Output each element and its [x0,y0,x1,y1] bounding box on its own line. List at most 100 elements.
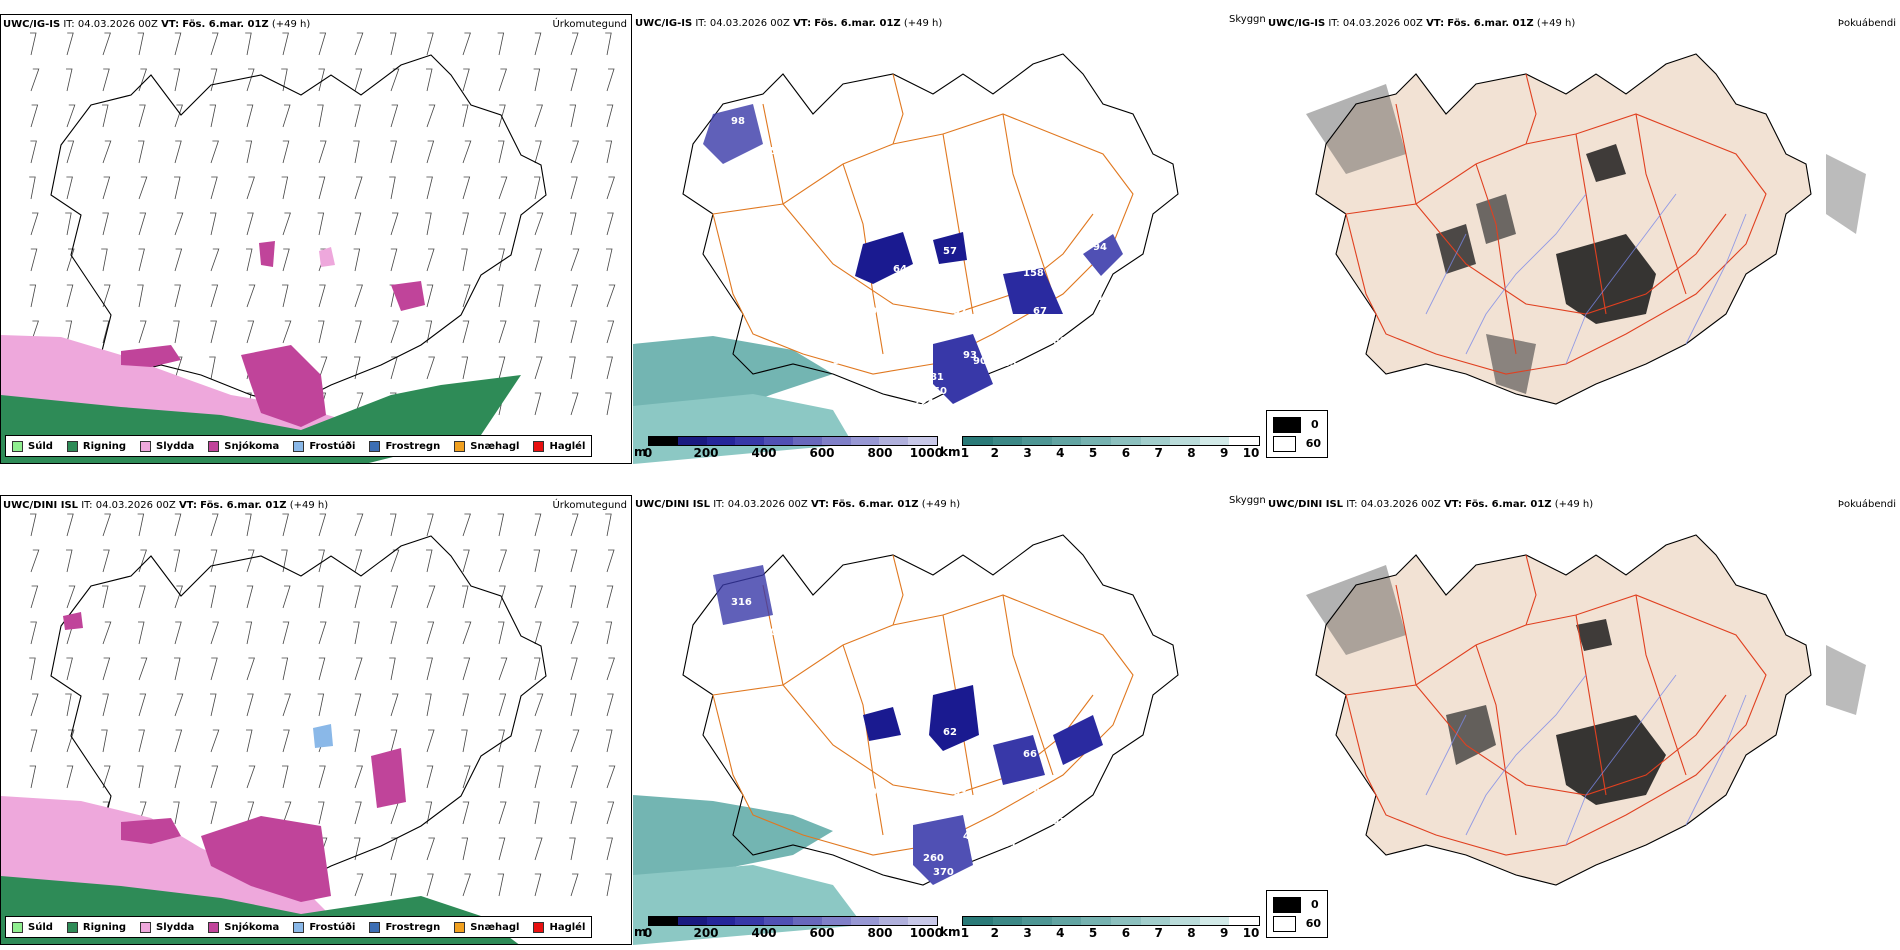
wind-barb [534,873,542,897]
wind-barb [462,801,470,825]
wind-barb [66,32,74,56]
ceiling-value-label: 46 [893,745,907,756]
wind-barb [533,320,540,344]
wind-barb [174,729,183,753]
wind-barb [534,248,543,272]
wind-barb [246,729,253,753]
legend-swatch [1273,915,1296,932]
wind-barb [30,68,40,92]
panel-title: Þokuábendi [1837,499,1896,510]
wind-barb [210,176,218,200]
wind-barb [174,657,181,681]
wind-barb [461,837,469,861]
wind-barb [606,284,616,308]
wind-barb [570,693,577,717]
panel-header: UWC/IG-IS IT: 04.03.2026 00Z VT: Fös. 6.… [635,18,943,29]
wind-barb [102,140,112,164]
wind-barb [462,284,471,308]
snow-area [391,281,425,311]
wind-barb [606,212,614,236]
wind-barb [282,765,289,789]
wind-barb [606,765,616,789]
wind-barb [497,32,505,56]
wind-barb [426,837,435,861]
tick-label: 0 [643,446,653,460]
colorbar-unit: m [634,445,647,459]
freezing-drizzle-area [313,724,333,748]
wind-barb [354,549,363,573]
wind-barb [498,104,506,128]
wind-barb [570,32,579,56]
fog-legend-item: 60 [1273,914,1321,933]
ocean-low-visibility [633,795,833,891]
legend-item: Slydda [140,440,194,452]
wind-barb [354,212,362,236]
ceiling-value-label: 981 [923,372,944,383]
wind-barb [282,729,290,753]
fog-map-top [1306,53,1866,405]
wind-barb [498,693,507,717]
wind-barb [281,68,288,92]
ceiling-value-label: 476 [1053,817,1074,828]
tick-label: 2 [990,446,999,460]
tick-label: 6 [1121,926,1131,940]
fog-area [1486,334,1536,394]
wind-barb [210,657,218,681]
wind-barb [210,32,219,56]
wind-barb [174,621,182,645]
wind-barb [390,356,398,380]
wind-barb [353,248,361,272]
precip-legend: Súld Rigning Slydda Snjókoma Frostúði Fr… [5,435,593,457]
wind-barb [173,549,181,573]
wind-barb [30,32,37,56]
wind-barb [354,513,364,537]
wind-barb [569,104,577,128]
wind-barb [317,104,324,128]
ceiling-value-label: 103 [703,667,724,678]
wind-barb [102,176,111,200]
wind-barb [282,801,292,825]
legend-swatch [1273,416,1301,433]
tick-label: 10 [1242,446,1260,460]
wind-barb [282,32,289,56]
fog-dense-area [1436,224,1476,274]
wind-barb [354,801,362,825]
legend-item: Frostregn [369,921,440,933]
ceiling-value-label: 64 [893,264,907,275]
legend-item: Frostregn [369,440,440,452]
wind-barb [426,873,434,897]
fog-panel-bottom: UWC/DINI ISL IT: 04.03.2026 00Z VT: Fös.… [1266,495,1900,945]
colorbar-gradient [648,436,938,446]
wind-barb [246,176,255,200]
tick-label: 1000 [909,926,944,940]
wind-barb [318,549,325,573]
low-ceiling-area [913,815,973,885]
wind-barb [498,68,507,92]
wind-barb [174,513,182,537]
colorbar-unit: m [634,925,647,939]
wind-barb [29,765,37,789]
wind-barb [65,320,73,344]
legend-item: Frostúði [293,440,355,452]
wind-barb [534,585,543,609]
wind-barb [66,729,75,753]
fog-area [1306,565,1406,655]
wind-barb [318,32,327,56]
ceiling-value-label: 82 [933,402,947,413]
colorbar-ticks: 0 200 400 600 800 1000 [644,926,943,940]
wind-barb [570,392,579,416]
wind-barb [209,104,217,128]
legend-swatch [369,440,381,452]
wind-barb [354,765,363,789]
wind-barb [390,212,399,236]
wind-barb [173,320,180,344]
wind-barb [66,104,76,128]
wind-barb [137,513,145,537]
wind-barb [498,585,506,609]
wind-barb [354,392,364,416]
wind-barb [245,32,252,56]
wind-barb [102,68,110,92]
wind-barb [462,693,469,717]
legend-item: Súld [12,921,53,933]
wind-barb [318,513,327,537]
